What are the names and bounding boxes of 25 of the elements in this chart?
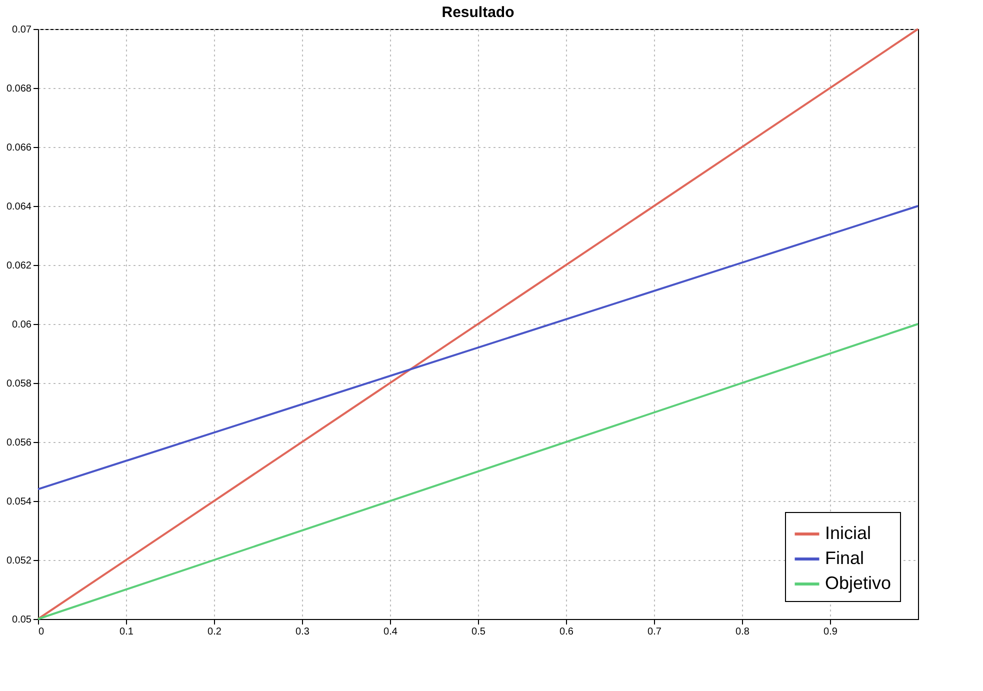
x-tick-label: 0.7 [648, 626, 662, 638]
y-tick-label: 0.062 [6, 260, 32, 272]
x-tick-label: 0.4 [384, 626, 398, 638]
y-tick-label: 0.052 [6, 556, 32, 566]
legend-label: Objetivo [825, 573, 892, 593]
x-tick-label: 0 [38, 626, 44, 638]
y-tick-label: 0.056 [6, 438, 32, 448]
legend-label: Inicial [825, 523, 872, 543]
y-tick-label: 0.06 [12, 320, 32, 330]
legend-label: Final [825, 548, 864, 568]
y-tick-label: 0.068 [6, 84, 32, 94]
y-tick-label: 0.066 [6, 142, 32, 154]
chart-title: Resultado [442, 4, 514, 21]
x-tick-label: 0.2 [208, 626, 222, 638]
y-tick-label: 0.058 [6, 378, 32, 390]
x-tick-label: 0.9 [824, 626, 838, 638]
x-tick-label: 0.3 [296, 626, 310, 638]
x-tick-label: 0.8 [736, 626, 750, 638]
y-tick-label: 0.05 [12, 614, 32, 626]
x-tick-label: 0.1 [120, 626, 134, 638]
y-tick-label: 0.07 [12, 24, 32, 36]
x-tick-label: 0.6 [560, 626, 574, 638]
y-tick-label: 0.054 [6, 496, 32, 508]
y-tick-label: 0.064 [6, 202, 32, 212]
x-tick-label: 0.5 [472, 626, 486, 638]
